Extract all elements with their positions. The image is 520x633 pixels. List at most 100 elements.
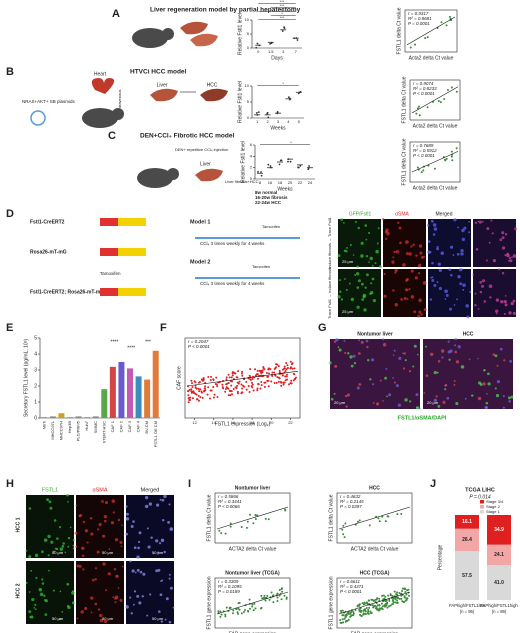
point	[235, 608, 238, 611]
point	[248, 374, 251, 377]
signal	[432, 233, 436, 236]
point	[236, 384, 239, 387]
point	[276, 596, 279, 599]
signal	[84, 529, 89, 533]
signal	[335, 337, 339, 342]
point	[216, 385, 219, 388]
dot	[260, 174, 263, 177]
point	[192, 390, 195, 393]
fit-line	[216, 591, 289, 615]
signal	[381, 337, 385, 341]
signal	[431, 279, 435, 282]
signal	[508, 311, 512, 315]
signal	[404, 398, 408, 402]
signal	[496, 380, 501, 384]
signal	[43, 594, 46, 597]
point	[188, 389, 191, 392]
y-tick-label: 1	[34, 399, 37, 405]
signal	[394, 268, 398, 272]
signal	[168, 503, 171, 506]
signal	[485, 401, 489, 405]
signal	[455, 401, 459, 406]
signal	[94, 567, 98, 570]
point	[362, 612, 365, 615]
signal	[426, 224, 430, 227]
signal	[433, 398, 438, 403]
point	[274, 366, 277, 369]
point	[241, 370, 244, 373]
point	[190, 391, 193, 394]
point	[254, 518, 257, 521]
point	[229, 522, 232, 525]
dot	[289, 160, 292, 163]
column-header: HCC	[463, 331, 474, 337]
x-tick-label: Huh7	[84, 420, 89, 430]
fit-line	[338, 506, 411, 530]
point	[259, 387, 262, 390]
stat: R² = 0.5912	[413, 148, 437, 153]
point	[199, 396, 202, 399]
note: 22-24w HCC	[255, 200, 282, 205]
plot-frame	[409, 141, 461, 183]
signal	[503, 312, 506, 315]
signal	[501, 231, 505, 235]
signal	[433, 227, 438, 231]
dot	[299, 90, 302, 93]
dot	[299, 165, 302, 167]
signal	[105, 589, 108, 592]
signal	[354, 220, 357, 223]
signal	[114, 595, 119, 600]
signal	[395, 250, 400, 254]
point	[406, 589, 409, 592]
signal	[365, 238, 368, 241]
signal	[344, 278, 346, 280]
point	[378, 597, 381, 600]
significance: ***	[280, 15, 285, 20]
point	[268, 598, 271, 601]
bar	[49, 416, 56, 418]
column-header: αSMA	[92, 487, 107, 493]
stat: R² = 0.4371	[340, 584, 364, 589]
signal	[460, 365, 465, 369]
signal	[119, 540, 123, 544]
point	[231, 612, 234, 615]
signal	[495, 393, 500, 398]
point	[267, 375, 270, 378]
signal	[412, 243, 415, 246]
signal	[102, 534, 106, 538]
point	[227, 382, 230, 385]
bar	[84, 417, 91, 418]
point	[400, 597, 403, 600]
signal	[94, 602, 98, 606]
signal	[99, 613, 103, 618]
point	[365, 601, 368, 604]
point	[389, 604, 392, 607]
signal	[419, 407, 421, 410]
point	[455, 147, 458, 150]
label: CCl₄ 3 times weekly for 4 weeks	[200, 281, 265, 286]
signal	[429, 250, 432, 254]
signal	[410, 245, 413, 248]
point	[241, 374, 244, 377]
signal	[155, 539, 159, 543]
signal	[478, 220, 482, 224]
point	[240, 525, 243, 528]
signal	[72, 539, 75, 542]
significance: *	[282, 81, 284, 86]
point	[450, 155, 453, 158]
point	[342, 533, 345, 536]
signal	[157, 551, 160, 554]
signal	[398, 356, 402, 360]
signal	[163, 550, 166, 554]
signal	[330, 397, 334, 401]
point	[251, 378, 254, 381]
stat: R² = 0.8233	[413, 86, 437, 91]
signal	[66, 582, 70, 586]
signal	[440, 349, 445, 353]
point	[286, 373, 289, 376]
scale-bar: 50 μm	[152, 550, 164, 555]
y-axis-label: Relative Fstl1 level	[240, 141, 246, 183]
signal	[33, 606, 36, 609]
x-tick-label: CAF 3	[127, 420, 132, 432]
signal	[416, 406, 420, 410]
